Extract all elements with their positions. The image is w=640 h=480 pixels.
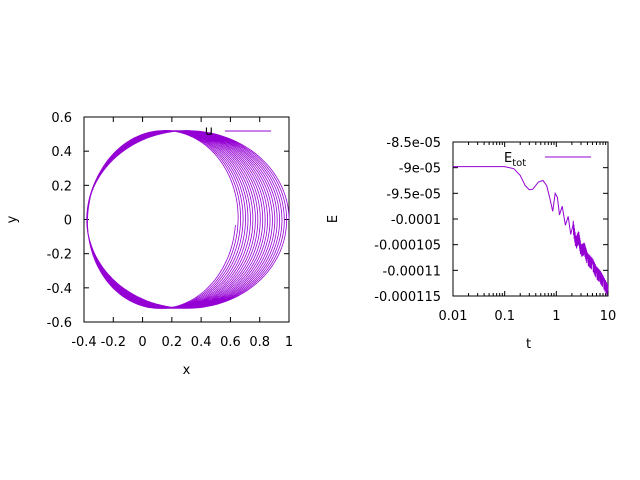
energy-y-tick-label: -9e-05 [399,162,441,177]
orbit-series-line [86,130,290,309]
orbit-y-tick-label: 0.6 [51,111,72,126]
energy-chart: 0.01 0.1 1 10 -8.5e-05 -9e-05 -9.5e-05 -0.0001… [326,136,616,352]
energy-x-tick-label: 0.1 [494,309,515,324]
energy-y-axis-label: E [326,215,341,223]
energy-y-tick-label: -0.000105 [374,239,441,254]
energy-legend-sub: tot [512,158,526,169]
orbit-y-tick-label: -0.6 [47,316,72,331]
energy-y-tick-label: -0.000115 [374,290,441,305]
orbit-y-tick-label: -0.4 [47,282,72,297]
energy-y-tick-label: -0.00011 [383,264,441,279]
orbit-legend-label: u [205,124,213,139]
orbit-x-tick-label: 0.2 [162,335,183,350]
energy-y-ticks: -8.5e-05 -9e-05 -9.5e-05 -0.0001 -0.000105 -0… [374,136,608,305]
energy-legend-label: Etot [504,151,526,169]
orbit-x-tick-label: 0.8 [249,335,270,350]
energy-x-axis-label: t [526,337,531,352]
orbit-y-tick-label: 0.4 [51,145,72,160]
energy-y-tick-label: -0.0001 [391,213,441,228]
energy-y-tick-label: -8.5e-05 [386,136,441,151]
energy-x-tick-label: 1 [552,309,560,324]
orbit-x-axis-label: x [183,363,191,378]
energy-legend-main: E [504,151,512,166]
orbit-x-ticks: -0.4 -0.2 0 0.2 0.4 0.6 0.8 1 [71,117,293,350]
energy-x-tick-label: 10 [600,309,617,324]
orbit-x-tick-label: -0.2 [101,335,126,350]
orbit-x-tick-label: 0.6 [220,335,241,350]
orbit-y-tick-label: 0.2 [51,179,72,194]
orbit-x-tick-label: -0.4 [71,335,96,350]
orbit-x-tick-label: 0 [138,335,146,350]
orbit-x-tick-label: 0.4 [191,335,212,350]
orbit-y-axis-label: y [5,215,20,223]
orbit-y-tick-label: 0 [64,214,72,229]
energy-x-tick-label: 0.01 [439,309,468,324]
orbit-y-tick-label: -0.2 [47,248,72,263]
orbit-y-ticks: 0.6 0.4 0.2 0 -0.2 -0.4 -0.6 [47,111,289,331]
energy-x-ticks: 0.01 0.1 1 10 [439,142,617,324]
energy-y-tick-label: -9.5e-05 [386,187,441,202]
orbit-x-tick-label: 1 [285,335,293,350]
energy-series-line [453,166,609,296]
orbit-chart: -0.4 -0.2 0 0.2 0.4 0.6 0.8 1 0.60.40.20-0.2-0.… [5,111,293,378]
